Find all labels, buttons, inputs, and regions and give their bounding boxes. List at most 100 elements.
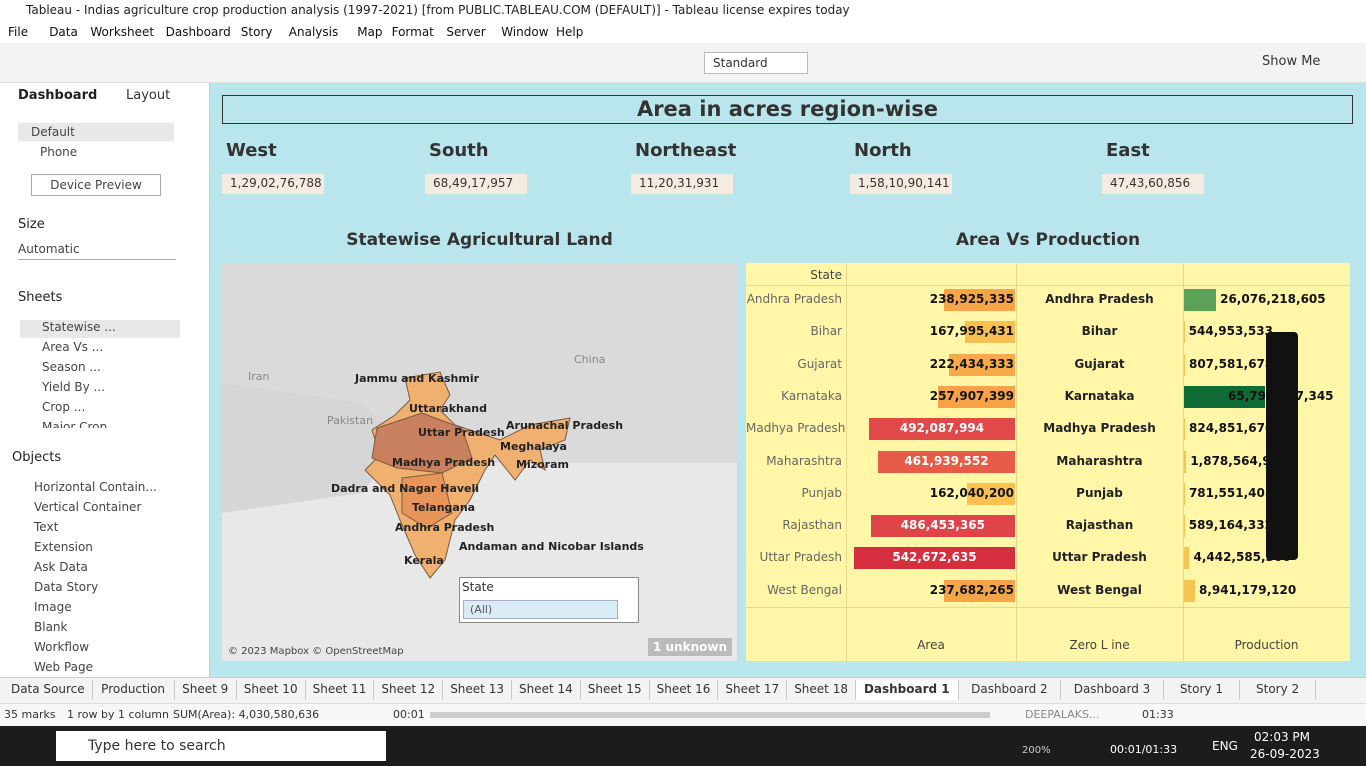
player-time: 01:33 — [1142, 708, 1174, 721]
menu-item[interactable]: Map — [357, 25, 383, 39]
sheet-tab[interactable]: Sheet 14 — [512, 680, 581, 700]
section-heading: Objects — [12, 450, 62, 465]
object-item[interactable]: Vertical Container — [34, 500, 142, 514]
menu-item[interactable]: Data — [49, 25, 78, 39]
sheet-item[interactable]: Yield By ... — [42, 380, 105, 394]
area-label: 238,925,335 — [929, 292, 1014, 306]
object-item[interactable]: Text — [34, 520, 59, 534]
title-box — [222, 95, 1353, 124]
state-label: Kerala — [404, 554, 444, 567]
panel-tab[interactable]: Layout — [126, 88, 171, 103]
menu-item[interactable]: Server — [446, 25, 486, 39]
sheet-tab[interactable]: Story 1 — [1164, 680, 1240, 700]
object-item[interactable]: Blank — [34, 620, 68, 634]
row-state: Bihar — [810, 324, 842, 339]
object-item[interactable]: Horizontal Contain... — [34, 480, 157, 494]
sheet-tab[interactable]: Data Source — [4, 680, 93, 700]
show-me-button[interactable]: Show Me — [1262, 54, 1321, 69]
object-item[interactable]: Ask Data — [34, 560, 88, 574]
row-state: Maharashtra — [766, 453, 842, 468]
sheet-item[interactable]: Area Vs ... — [42, 340, 104, 354]
recording-timer: 00:01/01:33 — [1110, 743, 1178, 756]
object-item[interactable]: Workflow — [34, 640, 90, 654]
panel-tab[interactable]: Dashboard — [18, 88, 98, 103]
object-item[interactable]: Web Page — [34, 660, 94, 674]
sheet-item[interactable]: Statewise ... — [20, 320, 180, 338]
column-divider — [1183, 263, 1184, 661]
column-footer: Zero L ine — [1069, 638, 1130, 652]
device-preview-button[interactable]: Device Preview — [31, 174, 161, 196]
object-item[interactable]: Extension — [34, 540, 93, 554]
window-title: Tableau - Indias agriculture crop produc… — [26, 3, 850, 17]
sheet-tab[interactable]: Dashboard 2 — [959, 680, 1062, 700]
production-label: 1,878,564,900 — [1190, 453, 1288, 468]
sheet-tab[interactable]: Dashboard 1 — [856, 680, 959, 700]
menu-item[interactable]: Window — [501, 25, 549, 39]
tab-bar — [0, 677, 1366, 703]
sheet-tab[interactable]: Dashboard 3 — [1061, 680, 1164, 700]
menu-item[interactable]: Help — [556, 25, 584, 39]
state-label: Uttar Pradesh — [418, 426, 505, 439]
area-bar — [944, 579, 1015, 602]
sheet-tab[interactable]: Sheet 16 — [650, 680, 719, 700]
status-text: 1 row by 1 column — [67, 708, 169, 721]
menu-item[interactable]: Analysis — [288, 25, 339, 39]
area-bar — [877, 450, 1015, 473]
clock-time: 02:03 PM — [1254, 730, 1310, 744]
sheet-tab[interactable]: Sheet 13 — [443, 680, 512, 700]
section-heading: Size — [18, 217, 45, 232]
view-dropdown[interactable]: Standard — [704, 52, 808, 74]
sheet-tab[interactable]: Sheet 10 — [237, 680, 306, 700]
region-name: West — [226, 140, 277, 161]
state-label: Arunachal Pradesh — [506, 419, 624, 432]
sheet-item[interactable]: Crop ... — [42, 400, 86, 414]
production-label: 824,851,676 — [1189, 421, 1274, 436]
object-item[interactable]: Data Story — [34, 580, 99, 594]
sheet-tab[interactable]: Sheet 18 — [787, 680, 856, 700]
sheet-tab[interactable]: Sheet 12 — [374, 680, 444, 700]
sheet-tab[interactable]: Sheet 15 — [581, 680, 650, 700]
region-name: East — [1106, 140, 1150, 161]
filter-dropdown[interactable]: (All) — [463, 600, 618, 619]
sheet-item[interactable]: Major Crop... — [42, 420, 119, 428]
row-state-bold: Andhra Pradesh — [1045, 292, 1154, 306]
sheet-tab[interactable]: Sheet 11 — [306, 680, 375, 700]
row-state-bold: Madhya Pradesh — [1043, 421, 1156, 436]
sheet-item[interactable]: Season ... — [42, 360, 101, 374]
state-label: Madhya Pradesh — [392, 456, 496, 469]
sheet-tab[interactable]: Production — [93, 680, 175, 700]
menu-item[interactable]: Dashboard — [165, 25, 231, 39]
sheet-tab[interactable]: Sheet 9 — [175, 680, 237, 700]
size-dropdown[interactable]: Automatic — [18, 242, 176, 260]
region-name: South — [429, 140, 489, 161]
area-bar — [966, 482, 1015, 505]
section-heading: Sheets — [18, 290, 63, 305]
unknown-indicator[interactable]: 1 unknown — [648, 638, 732, 656]
state-label: Meghalaya — [500, 440, 567, 453]
filter-label: State — [462, 580, 494, 594]
menu-item[interactable]: Story — [240, 25, 273, 39]
sheet-tab[interactable]: Story 2 — [1240, 680, 1317, 700]
device-option[interactable]: Default — [18, 123, 174, 141]
toolbar — [0, 43, 1366, 83]
state-label: Jammu and Kashmir — [355, 372, 480, 385]
area-label: 237,682,265 — [929, 582, 1014, 597]
area-label: 167,995,431 — [929, 324, 1014, 339]
device-option[interactable]: Phone — [40, 145, 78, 159]
state-label: Mizoram — [516, 458, 569, 471]
country-label: China — [574, 353, 606, 366]
search-placeholder[interactable]: Type here to search — [88, 738, 226, 754]
sheet-tab[interactable]: Sheet 17 — [718, 680, 788, 700]
object-item[interactable]: Image — [34, 600, 72, 614]
menu-item[interactable]: File — [8, 25, 29, 39]
menu-item[interactable]: Format — [391, 25, 434, 39]
country-label: Iran — [248, 370, 270, 383]
area-label: 257,907,399 — [929, 388, 1014, 403]
row-state: Madhya Pradesh — [746, 421, 846, 436]
player-progress — [430, 712, 990, 718]
map-canvas — [222, 263, 737, 579]
search-box[interactable] — [56, 731, 386, 761]
menu-item[interactable]: Worksheet — [90, 25, 155, 39]
country-label: Pakistan — [327, 414, 374, 427]
column-header: State — [810, 268, 842, 282]
